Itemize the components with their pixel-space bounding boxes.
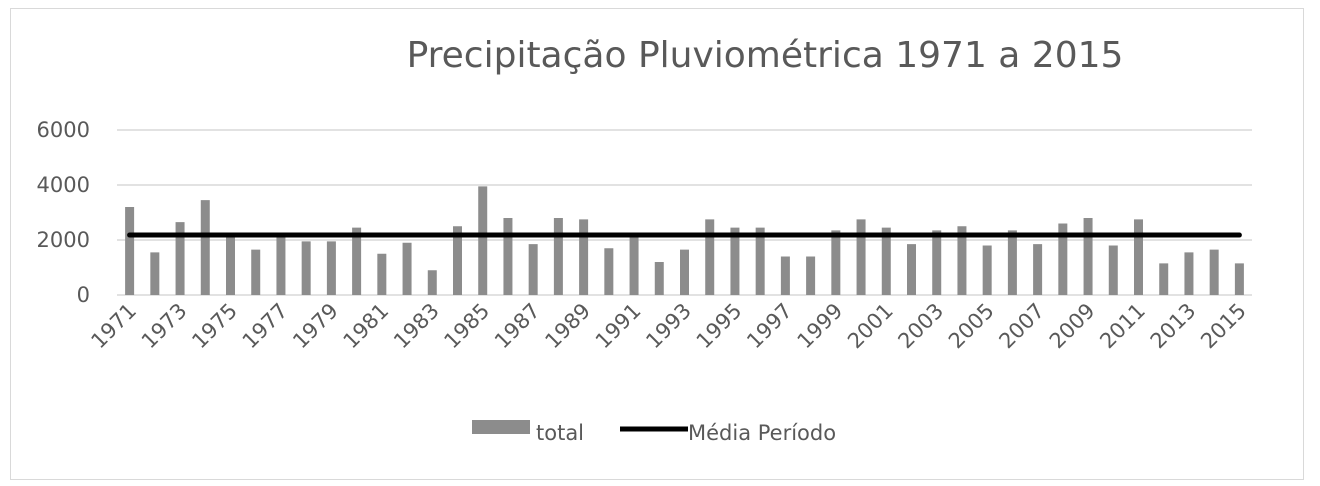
- x-tick-label: 2015: [1196, 299, 1251, 354]
- bar-2004: [957, 226, 967, 295]
- bar-2000: [856, 219, 866, 295]
- bar-1983: [427, 270, 437, 295]
- bar-1998: [806, 256, 816, 295]
- y-tick-label: 4000: [37, 173, 90, 197]
- legend-total-label: total: [536, 421, 584, 445]
- bar-1985: [478, 186, 488, 295]
- bar-2014: [1209, 249, 1219, 295]
- chart-title: Precipitação Pluviométrica 1971 a 2015: [407, 35, 1124, 76]
- x-tick-label: 2013: [1146, 299, 1201, 354]
- bar-2012: [1159, 263, 1169, 295]
- x-tick-label: 2003: [893, 299, 948, 354]
- bar-1984: [453, 226, 462, 295]
- bar-2015: [1234, 263, 1244, 295]
- bar-1979: [326, 241, 336, 295]
- bar-1994: [705, 219, 715, 295]
- x-tick-label: 1979: [288, 299, 343, 354]
- x-tick-label: 1987: [490, 299, 545, 354]
- bar-1997: [780, 256, 790, 295]
- x-tick-label: 1977: [238, 299, 293, 354]
- x-tick-label: 1993: [641, 299, 696, 354]
- bar-1993: [680, 249, 689, 295]
- bar-1976: [251, 249, 261, 295]
- bar-1980: [352, 227, 362, 295]
- bar-1977: [276, 237, 286, 295]
- bar-1974: [200, 200, 210, 295]
- x-tick-label: 2001: [843, 299, 898, 354]
- bar-2011: [1134, 219, 1143, 295]
- bar-1975: [226, 233, 235, 295]
- bar-1981: [377, 253, 387, 295]
- bar-2013: [1184, 252, 1194, 295]
- x-tick-label: 1973: [137, 299, 192, 354]
- bar-2002: [907, 244, 916, 295]
- x-tick-label: 1989: [540, 299, 595, 354]
- bar-1973: [175, 222, 185, 295]
- bar-1982: [402, 242, 412, 295]
- bar-1986: [503, 218, 513, 295]
- bar-1999: [831, 230, 841, 295]
- x-tick-label: 1971: [86, 299, 141, 354]
- x-tick-label: 1981: [339, 299, 394, 354]
- bar-2009: [1083, 218, 1093, 295]
- legend-media-label: Média Período: [688, 421, 836, 445]
- bar-1972: [150, 252, 160, 295]
- x-tick-label: 1995: [692, 299, 747, 354]
- legend: total Média Período: [472, 420, 836, 445]
- bars: [125, 186, 1244, 295]
- bar-2007: [1033, 244, 1043, 295]
- x-tick-label: 1999: [793, 299, 848, 354]
- bar-1971: [125, 207, 135, 295]
- bar-1987: [528, 244, 538, 295]
- bar-1995: [730, 227, 740, 295]
- x-tick-label: 1983: [389, 299, 444, 354]
- x-tick-label: 2009: [1045, 299, 1100, 354]
- bar-1990: [604, 248, 614, 295]
- y-tick-label: 0: [77, 283, 90, 307]
- y-tick-label: 6000: [37, 118, 90, 142]
- bar-1978: [301, 241, 311, 295]
- bar-2003: [932, 230, 942, 295]
- y-axis-ticks: 0 2000 4000 6000: [37, 118, 90, 307]
- bar-1992: [654, 262, 664, 295]
- x-tick-label: 2011: [1095, 299, 1150, 354]
- bar-2008: [1058, 223, 1068, 295]
- x-axis-ticks: 1971197319751977197919811983198519871989…: [86, 299, 1251, 354]
- bar-1996: [755, 227, 765, 295]
- bar-2005: [982, 245, 992, 295]
- bar-2006: [1007, 230, 1017, 295]
- x-tick-label: 1997: [742, 299, 797, 354]
- x-tick-label: 2005: [944, 299, 999, 354]
- x-tick-label: 2007: [994, 299, 1049, 354]
- x-tick-label: 1985: [439, 299, 494, 354]
- bar-1989: [579, 219, 589, 295]
- bar-1991: [629, 235, 639, 295]
- x-tick-label: 1991: [591, 299, 646, 354]
- bar-2010: [1108, 245, 1118, 295]
- legend-total-swatch: [472, 420, 530, 434]
- bar-2001: [881, 227, 891, 295]
- x-tick-label: 1975: [187, 299, 242, 354]
- y-tick-label: 2000: [37, 228, 90, 252]
- bar-1988: [553, 218, 563, 295]
